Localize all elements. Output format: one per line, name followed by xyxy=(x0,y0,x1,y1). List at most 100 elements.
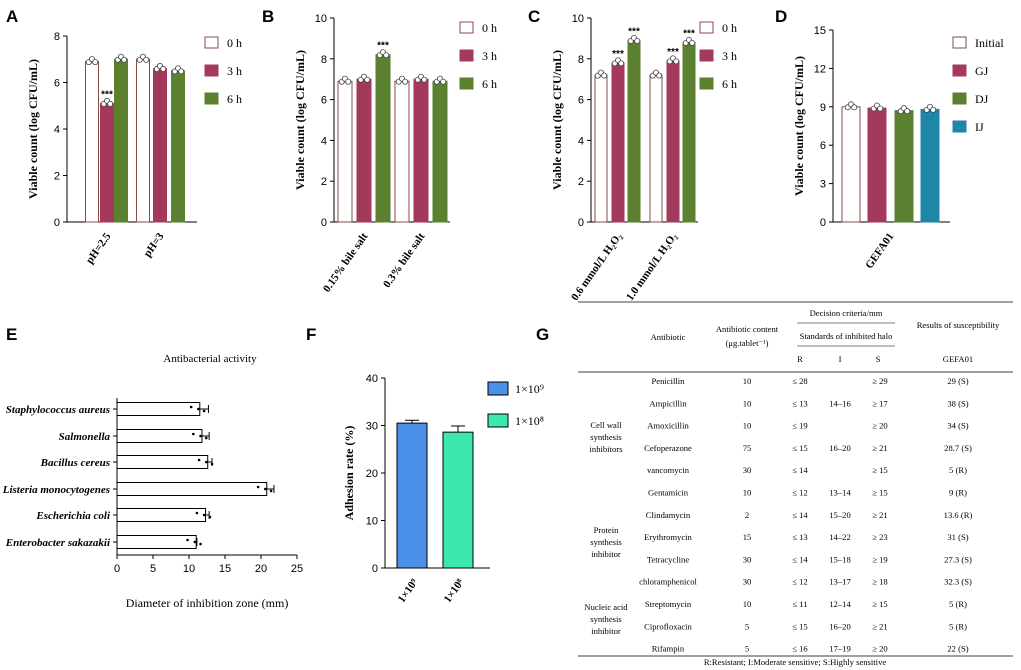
row-result: 28.7 (S) xyxy=(944,443,972,453)
th-results: Results of susceptibility xyxy=(917,320,1000,330)
category-label-a: pH=3 xyxy=(141,230,166,259)
y-tick-label-c: 10 xyxy=(572,13,584,25)
row-i: 17–19 xyxy=(829,644,850,654)
bar-e-3 xyxy=(116,482,268,496)
row-content: 5 xyxy=(745,621,749,631)
bar-c-0-2 xyxy=(627,39,641,223)
significance-mark-c: *** xyxy=(612,49,624,60)
legend-label-d: Initial xyxy=(975,36,1004,50)
row-antibiotic: Tetracycline xyxy=(647,554,690,564)
bar-e-4 xyxy=(116,508,207,522)
row-result: 5 (R) xyxy=(949,599,967,609)
bar-e-0 xyxy=(116,402,201,416)
category-label-e: Bacillus cereus xyxy=(40,457,110,469)
replicate-point-c xyxy=(656,72,663,79)
category-label-e: Salmonella xyxy=(59,431,111,443)
row-i: 16–20 xyxy=(829,443,850,453)
replicate-point-e xyxy=(186,538,189,542)
x-axis-title-e: Diameter of inhibition zone (mm) xyxy=(126,596,289,610)
bar-d-0-1 xyxy=(867,107,887,223)
replicate-point-e xyxy=(208,515,212,519)
legend-swatch-a xyxy=(204,64,219,77)
row-result: 5 (R) xyxy=(949,621,967,631)
row-s: ≥ 15 xyxy=(872,488,887,498)
x-tick-label-e: 25 xyxy=(291,563,303,575)
y-tick-label-d: 9 xyxy=(820,102,826,114)
replicate-point-b xyxy=(383,52,390,59)
row-content: 75 xyxy=(743,443,752,453)
bar-f-0 xyxy=(396,422,428,569)
legend-label-c: 3 h xyxy=(722,49,737,63)
row-group-label: synthesis xyxy=(590,432,622,442)
replicate-point-c xyxy=(689,39,696,46)
bar-c-0-0 xyxy=(594,74,608,223)
bar-a-1-1 xyxy=(153,68,167,223)
row-s: ≥ 19 xyxy=(872,554,887,564)
row-s: ≥ 17 xyxy=(872,398,888,408)
legend-swatch-f xyxy=(487,381,509,396)
bar-b-1-1 xyxy=(413,78,429,223)
legend-label-f: 1×10⁹ xyxy=(515,382,544,396)
row-group-label: Protein xyxy=(594,525,620,535)
row-r: ≤ 16 xyxy=(792,644,808,654)
category-label-c: 0.6 mmol/L H₂O₂ xyxy=(569,230,625,303)
significance-mark-b: *** xyxy=(377,41,389,52)
replicate-point-e xyxy=(264,487,267,491)
legend-label-d: GJ xyxy=(975,64,989,78)
row-r: ≤ 14 xyxy=(792,554,808,564)
legend-swatch-c xyxy=(699,21,714,34)
row-antibiotic: Cefoperazone xyxy=(644,443,692,453)
replicate-point-e xyxy=(210,462,214,466)
row-antibiotic: Ampicillin xyxy=(649,398,687,408)
category-label-b: 0.15% bile salt xyxy=(321,231,371,295)
legend-swatch-d xyxy=(952,64,967,77)
chart-b: 0 2 4 6 8 10 Viable count (log CFU/mL) 0.15% bi… xyxy=(293,13,497,295)
row-content: 15 xyxy=(743,532,752,542)
row-i: 15–20 xyxy=(829,510,850,520)
replicate-point-e xyxy=(195,511,199,515)
panel-label-b: B xyxy=(262,7,274,26)
legend-swatch-d xyxy=(952,120,967,133)
legend-swatch-c xyxy=(699,49,714,62)
significance-mark-c: *** xyxy=(667,47,679,58)
y-tick-label-d: 15 xyxy=(814,25,826,37)
bar-d-0-3 xyxy=(920,108,940,223)
row-result: 9 (R) xyxy=(949,488,967,498)
y-tick-label-f: 30 xyxy=(366,421,378,433)
y-tick-label-d: 0 xyxy=(820,217,826,229)
y-tick-label-c: 8 xyxy=(578,54,584,66)
legend-label-a: 6 h xyxy=(227,92,242,106)
row-r: ≤ 14 xyxy=(792,510,808,520)
th-standards: Standards of inhibited halo xyxy=(800,331,893,341)
row-s: ≥ 21 xyxy=(872,621,887,631)
row-s: ≥ 15 xyxy=(872,465,887,475)
th-content-2: (μg.tablet⁻¹) xyxy=(726,338,769,348)
row-result: 31 (S) xyxy=(947,532,968,542)
panel-label-c: C xyxy=(528,7,540,26)
x-tick-label-e: 20 xyxy=(255,563,267,575)
row-r: ≤ 15 xyxy=(792,621,807,631)
bar-a-0-0 xyxy=(85,61,99,223)
row-i: 15–18 xyxy=(829,554,850,564)
y-tick-label-f: 40 xyxy=(366,373,378,385)
panel-label-f: F xyxy=(306,325,316,344)
row-antibiotic: Ciprofloxacin xyxy=(644,621,692,631)
th-antibiotic: Antibiotic xyxy=(651,332,686,342)
replicate-point-b xyxy=(345,78,352,85)
row-s: ≥ 21 xyxy=(872,510,887,520)
y-tick-label-c: 6 xyxy=(578,95,584,107)
y-tick-label-c: 2 xyxy=(578,176,584,188)
replicate-point-d xyxy=(851,104,858,111)
replicate-point-c xyxy=(618,60,625,67)
bar-b-0-2 xyxy=(375,54,391,223)
bar-b-1-0 xyxy=(394,80,410,223)
legend-swatch-d xyxy=(952,36,967,49)
row-r: ≤ 28 xyxy=(792,376,807,386)
y-tick-label-d: 12 xyxy=(814,63,826,75)
row-antibiotic: Gentamicin xyxy=(648,488,689,498)
row-i: 12–14 xyxy=(829,599,851,609)
y-tick-label-a: 4 xyxy=(54,124,60,136)
row-group-label: inhibitors xyxy=(590,444,624,454)
legend-label-c: 6 h xyxy=(722,77,737,91)
th-content-1: Antibiotic content xyxy=(716,324,779,334)
